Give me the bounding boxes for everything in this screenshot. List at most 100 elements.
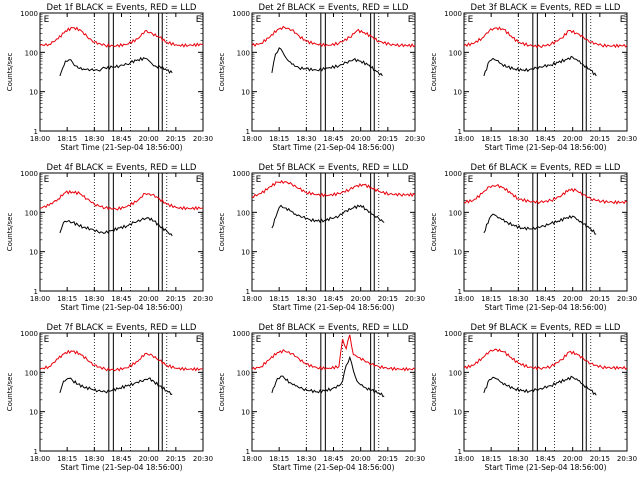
events-series-line: [483, 213, 597, 235]
attenuator-box: [370, 12, 375, 132]
attenuator-box: [108, 12, 114, 132]
x-tick-label: 20:30: [193, 295, 213, 303]
panel-title: Det 7f BLACK = Events, RED = LLD: [47, 323, 197, 333]
x-tick-label: 20:15: [166, 455, 186, 463]
attenuator-box: [158, 332, 163, 452]
panel-title: Det 1f BLACK = Events, RED = LLD: [47, 3, 197, 13]
x-tick-label: 18:00: [454, 135, 474, 143]
y-tick-label: 10: [29, 409, 38, 417]
y-axis-label: Counts/sec: [6, 213, 14, 252]
x-tick-label: 20:00: [563, 455, 583, 463]
y-tick-label: 100: [237, 49, 250, 57]
y-tick-label: 1000: [232, 170, 250, 178]
marker-label-e: E: [196, 335, 202, 345]
x-tick-label: 18:45: [535, 295, 555, 303]
panel-title: Det 4f BLACK = Events, RED = LLD: [47, 163, 197, 173]
panel-4: Det 4f BLACK = Events, RED = LLD 1 10 100 10…: [6, 163, 213, 312]
x-tick-label: 20:15: [590, 455, 610, 463]
x-tick-label: 18:15: [269, 455, 289, 463]
x-axis-label: Start Time (21-Sep-04 18:56:00): [485, 303, 607, 312]
x-tick-label: 18:30: [296, 295, 316, 303]
x-tick-label: 20:15: [378, 295, 398, 303]
marker-label-e: E: [468, 15, 474, 25]
lld-series-line: [251, 179, 416, 199]
lld-series-line: [39, 26, 204, 48]
panel-7: Det 7f BLACK = Events, RED = LLD 1 10 100 10…: [6, 323, 213, 472]
x-tick-label: 18:30: [508, 295, 528, 303]
events-series-line: [271, 47, 383, 77]
x-tick-label: 20:30: [617, 295, 637, 303]
panel-2: Det 2f BLACK = Events, RED = LLD 1 10 100 10…: [218, 3, 425, 152]
marker-label-e: E: [468, 175, 474, 185]
plot-frame: [39, 172, 204, 292]
x-tick-label: 18:15: [481, 295, 501, 303]
panel-title: Det 6f BLACK = Events, RED = LLD: [471, 163, 621, 173]
attenuator-box: [582, 172, 587, 292]
plot-frame: [251, 172, 416, 292]
x-axis-label: Start Time (21-Sep-04 18:56:00): [61, 303, 183, 312]
events-series-line: [59, 217, 173, 237]
x-axis-label: Start Time (21-Sep-04 18:56:00): [61, 463, 183, 472]
x-tick-label: 20:30: [193, 455, 213, 463]
attenuator-box: [158, 12, 163, 132]
y-axis-label: Counts/sec: [430, 213, 438, 252]
panel-3: Det 3f BLACK = Events, RED = LLD 1 10 100 10…: [430, 3, 637, 152]
x-tick-label: 18:45: [111, 135, 131, 143]
x-tick-label: 18:15: [57, 295, 77, 303]
events-series-line: [271, 204, 385, 229]
panel-title: Det 2f BLACK = Events, RED = LLD: [259, 3, 409, 13]
attenuator-box: [320, 12, 326, 132]
x-tick-label: 18:45: [111, 455, 131, 463]
marker-label-e: E: [620, 15, 626, 25]
x-tick-label: 18:30: [296, 135, 316, 143]
x-tick-label: 20:00: [351, 135, 371, 143]
x-tick-label: 18:30: [84, 455, 104, 463]
x-tick-label: 20:15: [590, 135, 610, 143]
y-tick-label: 100: [237, 369, 250, 377]
panel-8: Det 8f BLACK = Events, RED = LLD 1 10 100 10…: [218, 323, 425, 472]
y-tick-label: 1: [246, 288, 250, 296]
y-tick-label: 1000: [444, 330, 462, 338]
x-tick-label: 18:30: [508, 455, 528, 463]
x-tick-label: 18:45: [535, 455, 555, 463]
x-tick-label: 20:00: [351, 455, 371, 463]
y-axis-label: Counts/sec: [218, 213, 226, 252]
y-tick-label: 1000: [20, 170, 38, 178]
y-tick-label: 10: [453, 89, 462, 97]
x-tick-label: 18:30: [508, 135, 528, 143]
y-tick-label: 1000: [444, 10, 462, 18]
y-tick-label: 10: [29, 89, 38, 97]
x-tick-label: 18:45: [323, 295, 343, 303]
x-axis-label: Start Time (21-Sep-04 18:56:00): [273, 303, 395, 312]
x-axis-label: Start Time (21-Sep-04 18:56:00): [485, 143, 607, 152]
y-tick-label: 1000: [232, 10, 250, 18]
x-tick-label: 20:00: [351, 295, 371, 303]
y-tick-label: 1000: [232, 330, 250, 338]
y-axis-label: Counts/sec: [6, 53, 14, 92]
lld-series-line: [463, 26, 628, 49]
events-series-line: [483, 55, 597, 77]
x-tick-label: 18:15: [57, 135, 77, 143]
panel-6: Det 6f BLACK = Events, RED = LLD 1 10 100 10…: [430, 163, 637, 312]
y-axis-label: Counts/sec: [6, 373, 14, 412]
y-tick-label: 100: [449, 49, 462, 57]
panel-9: Det 9f BLACK = Events, RED = LLD 1 10 100 10…: [430, 323, 637, 472]
y-tick-label: 100: [25, 49, 38, 57]
events-series-line: [483, 375, 597, 396]
marker-label-e: E: [256, 175, 262, 185]
y-tick-label: 1000: [444, 170, 462, 178]
lld-series-line: [39, 189, 204, 211]
marker-label-e: E: [408, 15, 414, 25]
marker-label-e: E: [196, 175, 202, 185]
y-tick-label: 1000: [20, 330, 38, 338]
attenuator-box: [108, 332, 114, 452]
panel-title: Det 3f BLACK = Events, RED = LLD: [471, 3, 621, 13]
x-axis-label: Start Time (21-Sep-04 18:56:00): [485, 463, 607, 472]
y-tick-label: 10: [29, 249, 38, 257]
x-tick-label: 18:45: [535, 135, 555, 143]
x-tick-label: 18:00: [242, 135, 262, 143]
y-tick-label: 10: [453, 409, 462, 417]
x-tick-label: 18:45: [323, 135, 343, 143]
attenuator-box: [582, 332, 587, 452]
y-tick-label: 100: [25, 209, 38, 217]
